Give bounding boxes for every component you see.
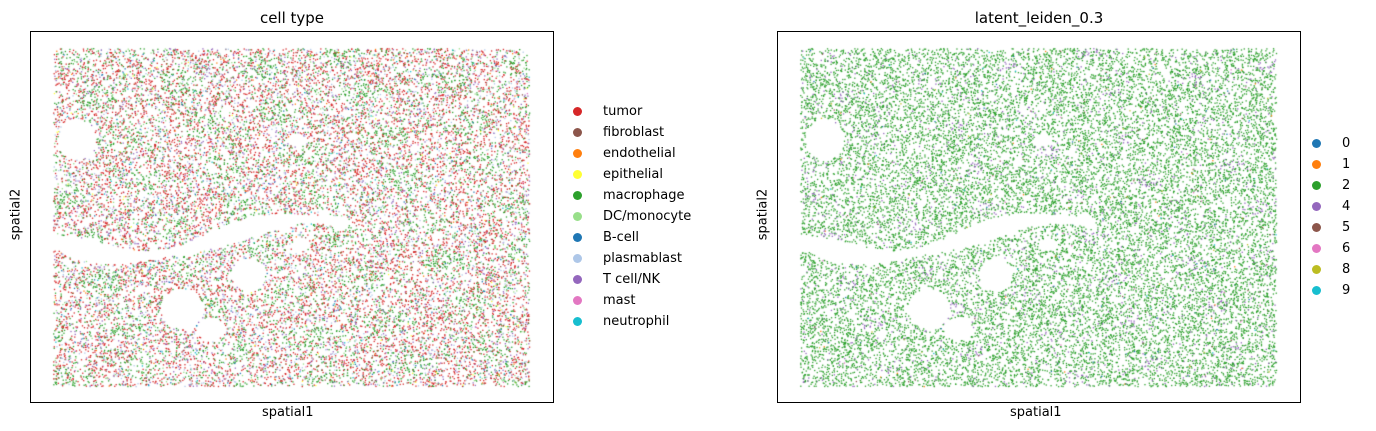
legend-label: tumor bbox=[603, 103, 643, 119]
legend-marker bbox=[1312, 285, 1321, 295]
scatter-plot-area bbox=[30, 31, 554, 403]
legend-label: 8 bbox=[1342, 261, 1351, 277]
legend-item: neutrophil bbox=[573, 311, 669, 331]
legend-item: B-cell bbox=[573, 227, 639, 247]
scatter-plot-area bbox=[777, 31, 1301, 403]
legend-label: mast bbox=[603, 292, 636, 308]
legend-label: DC/monocyte bbox=[603, 208, 692, 224]
legend-item: tumor bbox=[573, 101, 642, 121]
legend-marker bbox=[1312, 138, 1321, 148]
legend-marker bbox=[573, 190, 582, 200]
legend-label: 6 bbox=[1342, 240, 1351, 256]
legend-marker bbox=[1312, 159, 1321, 169]
legend-item: mast bbox=[573, 290, 636, 310]
chart-title: latent_leiden_0.3 bbox=[974, 9, 1104, 27]
legend-marker bbox=[573, 295, 582, 305]
y-axis-label: spatial2 bbox=[8, 188, 24, 241]
legend-label: 1 bbox=[1342, 156, 1351, 172]
legend-marker bbox=[573, 274, 582, 284]
legend-marker bbox=[573, 106, 582, 116]
legend-item: 4 bbox=[1312, 196, 1350, 216]
legend-item: endothelial bbox=[573, 143, 676, 163]
scatter-points-canvas bbox=[778, 32, 1300, 402]
legend-item: 0 bbox=[1312, 133, 1350, 153]
legend-item: 5 bbox=[1312, 217, 1350, 237]
legend-marker bbox=[1312, 222, 1321, 232]
legend-item: 8 bbox=[1312, 259, 1350, 279]
legend-item: epithelial bbox=[573, 164, 663, 184]
legend-label: 9 bbox=[1342, 282, 1351, 298]
legend-item: T cell/NK bbox=[573, 269, 660, 289]
legend-item: 1 bbox=[1312, 154, 1350, 174]
legend-marker bbox=[573, 148, 582, 158]
legend-item: DC/monocyte bbox=[573, 206, 691, 226]
legend-label: B-cell bbox=[603, 229, 639, 245]
legend-marker bbox=[573, 316, 582, 326]
y-axis-label: spatial2 bbox=[755, 188, 771, 241]
legend-marker bbox=[1312, 201, 1321, 211]
legend-item: macrophage bbox=[573, 185, 685, 205]
legend-item: fibroblast bbox=[573, 122, 664, 142]
legend-item: 6 bbox=[1312, 238, 1350, 258]
legend-label: 2 bbox=[1342, 177, 1351, 193]
legend-label: plasmablast bbox=[603, 250, 682, 266]
legend-marker bbox=[1312, 243, 1321, 253]
chart-title: cell type bbox=[259, 9, 325, 27]
legend-marker bbox=[573, 232, 582, 242]
legend-label: epithelial bbox=[603, 166, 663, 182]
legend-marker bbox=[573, 169, 582, 179]
legend-marker bbox=[1312, 264, 1321, 274]
x-axis-label: spatial1 bbox=[262, 405, 314, 420]
legend-marker bbox=[1312, 180, 1321, 190]
legend-label: macrophage bbox=[603, 187, 685, 203]
legend-label: fibroblast bbox=[603, 124, 665, 140]
scatter-points-canvas bbox=[31, 32, 553, 402]
legend-item: 9 bbox=[1312, 280, 1350, 300]
legend-label: endothelial bbox=[603, 145, 676, 161]
legend-label: 4 bbox=[1342, 198, 1351, 214]
legend-marker bbox=[573, 127, 582, 137]
legend-item: plasmablast bbox=[573, 248, 682, 268]
legend-label: 5 bbox=[1342, 219, 1351, 235]
legend-item: 2 bbox=[1312, 175, 1350, 195]
legend-marker bbox=[573, 253, 582, 263]
x-axis-label: spatial1 bbox=[1010, 405, 1062, 420]
legend-marker bbox=[573, 211, 582, 221]
legend-label: 0 bbox=[1342, 135, 1351, 151]
legend-label: neutrophil bbox=[603, 313, 670, 329]
legend-label: T cell/NK bbox=[603, 271, 661, 287]
